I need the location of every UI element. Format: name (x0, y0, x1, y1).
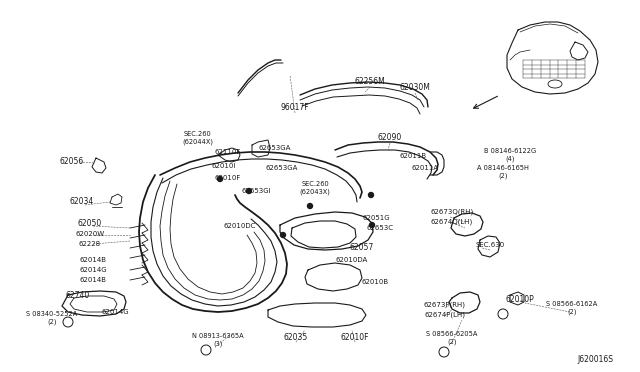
Text: J620016S: J620016S (577, 356, 613, 365)
Text: 62673P(RH): 62673P(RH) (424, 302, 466, 308)
Text: 62050: 62050 (78, 218, 102, 228)
Text: 62020W: 62020W (76, 231, 104, 237)
Text: B 08146-6122G
(4): B 08146-6122G (4) (484, 148, 536, 162)
Text: 62010F: 62010F (215, 175, 241, 181)
Circle shape (369, 222, 374, 228)
Text: S 08566-6162A
(2): S 08566-6162A (2) (547, 301, 598, 315)
Text: S 08340-5252A
(2): S 08340-5252A (2) (26, 311, 77, 325)
Text: 62673Q(RH): 62673Q(RH) (430, 209, 474, 215)
Text: 62011B: 62011B (399, 153, 427, 159)
Text: 62014B: 62014B (79, 257, 106, 263)
Text: 62228: 62228 (79, 241, 101, 247)
Text: 62090: 62090 (378, 134, 402, 142)
Text: 62740: 62740 (66, 292, 90, 301)
Text: 62653C: 62653C (367, 225, 394, 231)
Text: 62674Q(LH): 62674Q(LH) (431, 219, 473, 225)
Text: 62051G: 62051G (362, 215, 390, 221)
Text: SEC.630: SEC.630 (476, 242, 504, 248)
Text: 62010F: 62010F (340, 334, 369, 343)
Text: A 08146-6165H
(2): A 08146-6165H (2) (477, 165, 529, 179)
Circle shape (307, 203, 312, 208)
Text: 62014G: 62014G (79, 267, 107, 273)
Text: 62010P: 62010P (506, 295, 534, 305)
Circle shape (218, 176, 223, 182)
Text: 62110F: 62110F (215, 149, 241, 155)
Circle shape (369, 192, 374, 198)
Text: 62653GA: 62653GA (259, 145, 291, 151)
Text: 62034: 62034 (70, 198, 94, 206)
Text: 62057: 62057 (350, 244, 374, 253)
Text: 96017F: 96017F (281, 103, 309, 112)
Text: SEC.260
(62044X): SEC.260 (62044X) (182, 131, 214, 145)
Text: 62014B: 62014B (79, 277, 106, 283)
Text: 62653GI: 62653GI (241, 188, 271, 194)
Text: SEC.260
(62043X): SEC.260 (62043X) (300, 181, 330, 195)
Text: 62011A: 62011A (412, 165, 438, 171)
Text: 62030M: 62030M (399, 83, 431, 93)
Text: 62056: 62056 (60, 157, 84, 166)
Text: 62010I: 62010I (212, 163, 236, 169)
Text: 62674P(LH): 62674P(LH) (424, 312, 465, 318)
Text: 62653GA: 62653GA (266, 165, 298, 171)
Text: N 08913-6365A
(3): N 08913-6365A (3) (192, 333, 244, 347)
Text: 62014G: 62014G (101, 309, 129, 315)
Circle shape (280, 232, 285, 237)
Text: 62010DC: 62010DC (224, 223, 256, 229)
Text: 62035: 62035 (284, 334, 308, 343)
Circle shape (246, 189, 252, 193)
Text: 62010B: 62010B (362, 279, 388, 285)
Text: 62010DA: 62010DA (336, 257, 368, 263)
Text: S 08566-6205A
(2): S 08566-6205A (2) (426, 331, 477, 345)
Text: 62256M: 62256M (355, 77, 385, 87)
